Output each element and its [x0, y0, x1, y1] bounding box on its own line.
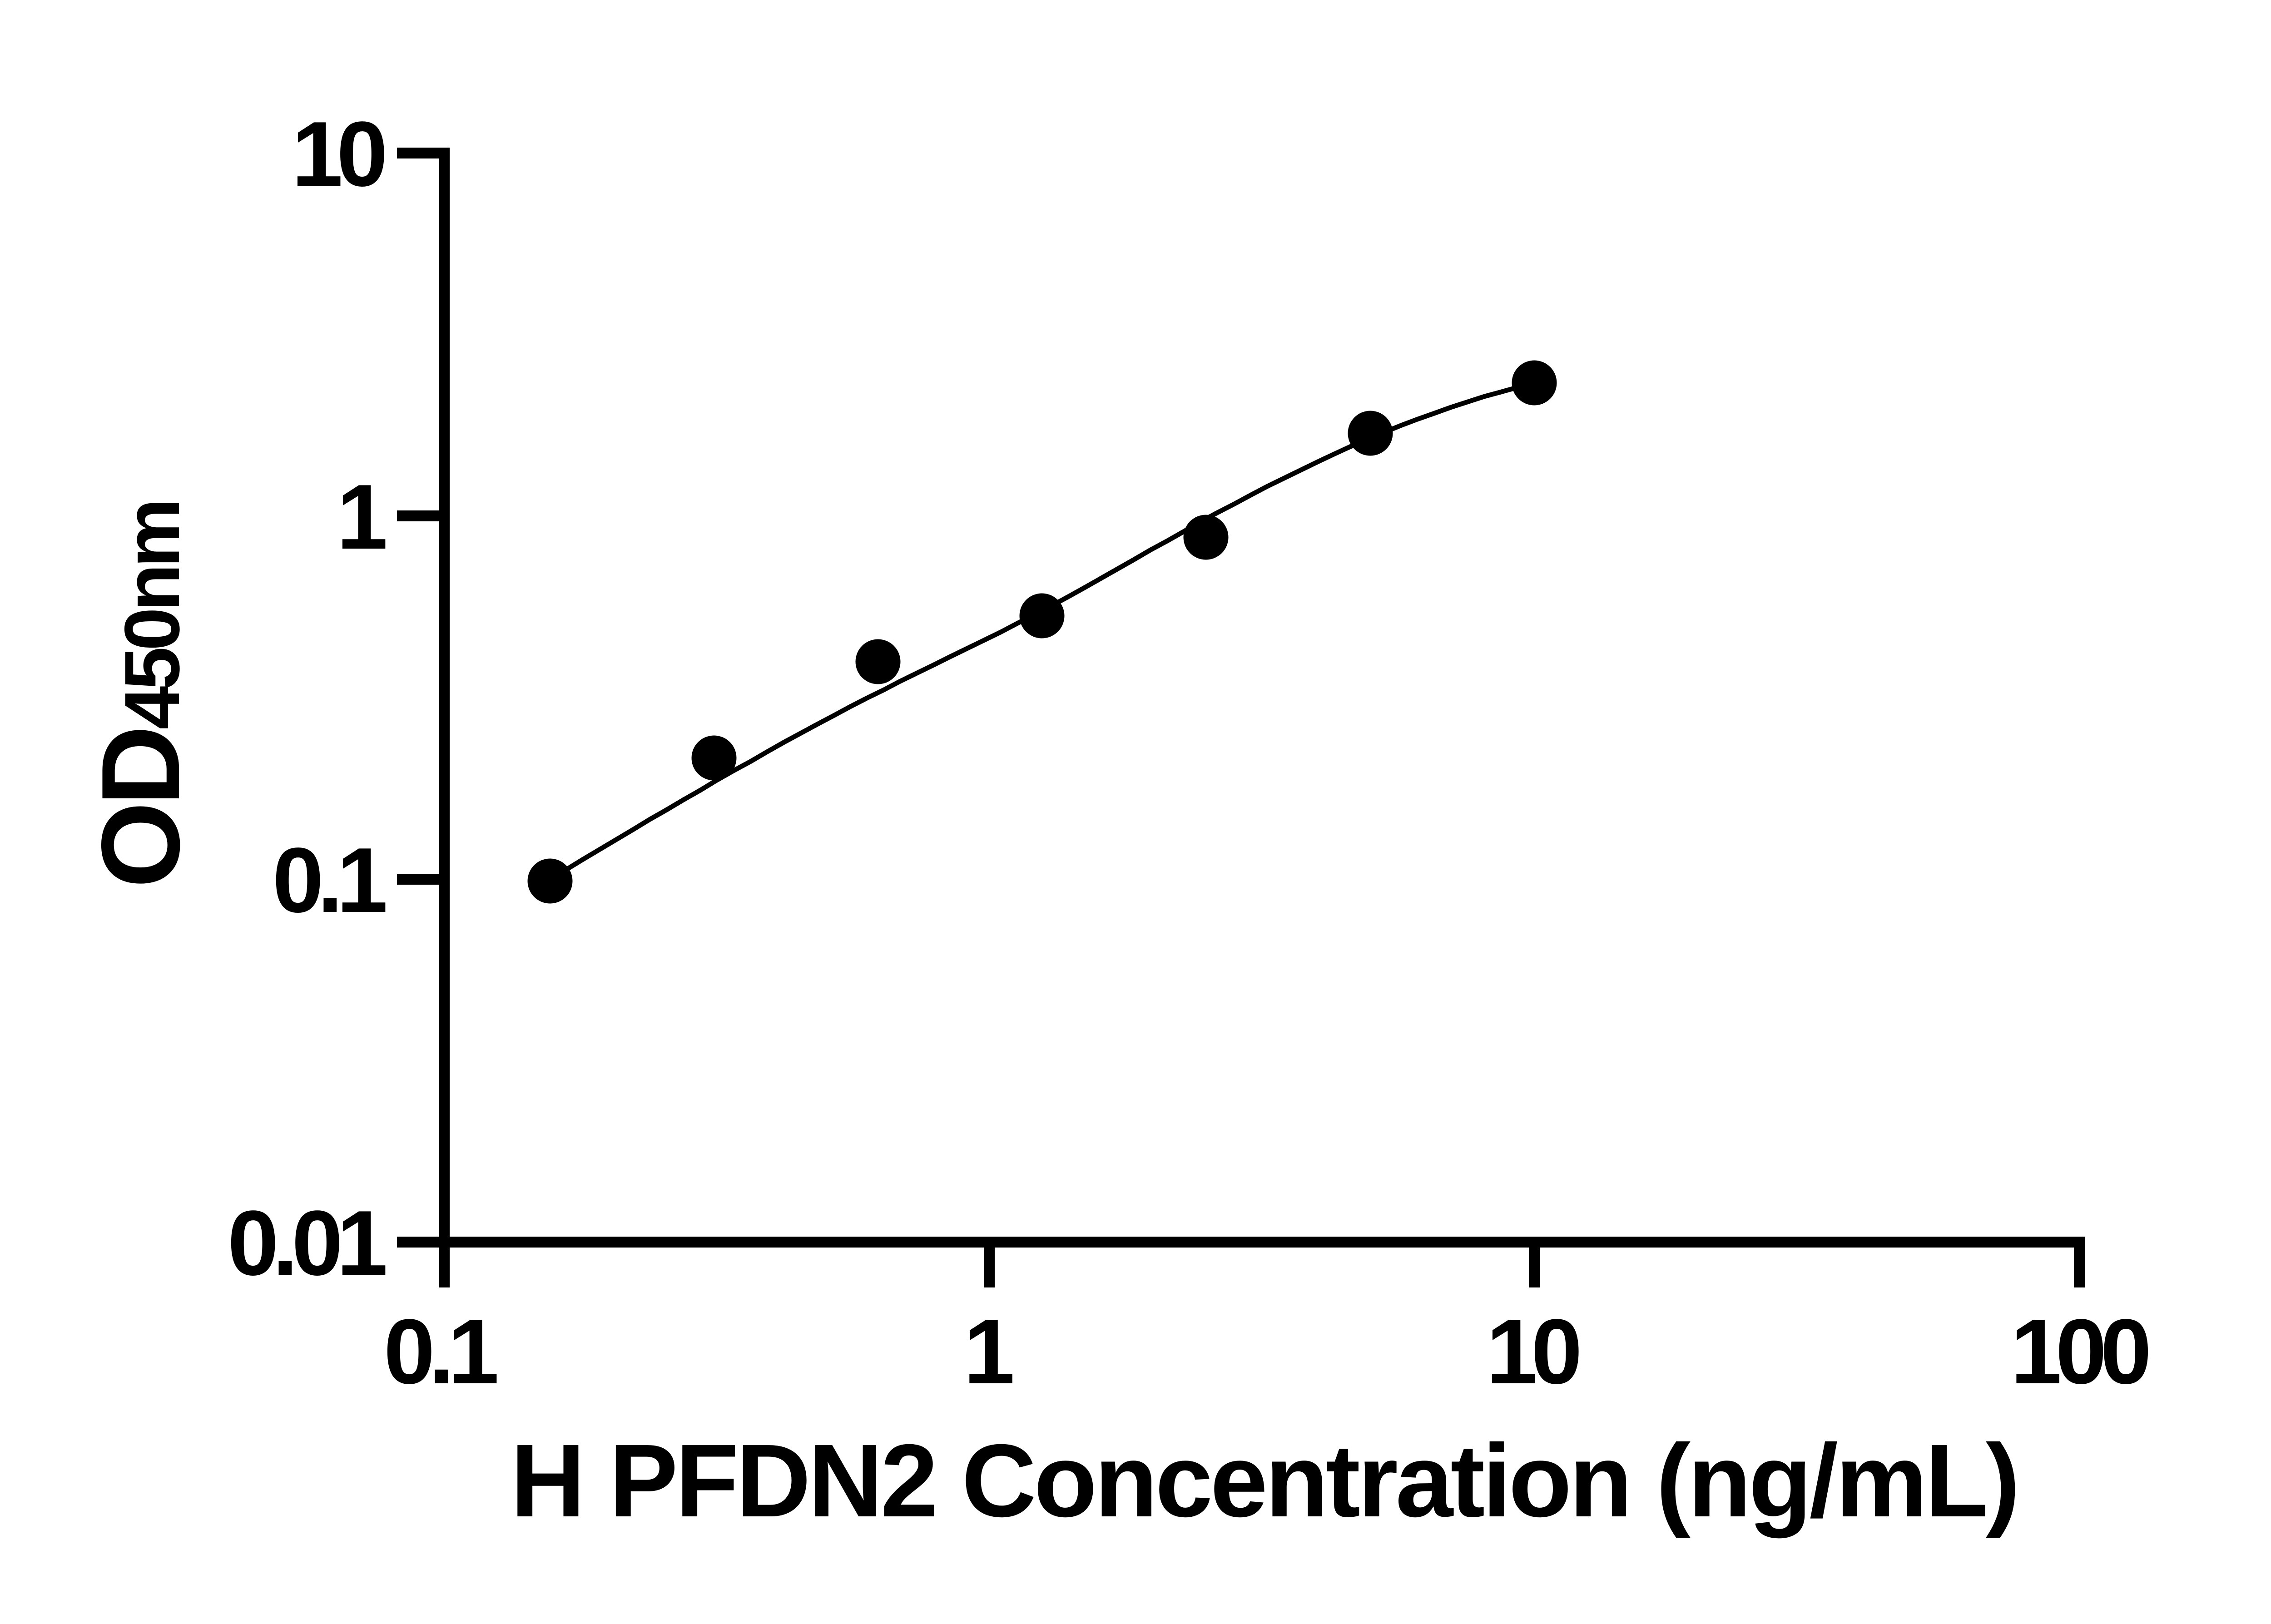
- svg-text:1: 1: [337, 465, 386, 569]
- svg-text:10: 10: [1486, 1300, 1579, 1403]
- svg-text:0.1: 0.1: [273, 829, 386, 932]
- svg-text:0.1: 0.1: [384, 1300, 497, 1403]
- svg-text:1: 1: [964, 1300, 1013, 1403]
- svg-text:0.01: 0.01: [228, 1192, 386, 1295]
- svg-text:10: 10: [292, 103, 384, 206]
- svg-text:H PFDN2 Concentration (ng/mL): H PFDN2 Concentration (ng/mL): [511, 1423, 2018, 1539]
- svg-text:100: 100: [2011, 1300, 2148, 1403]
